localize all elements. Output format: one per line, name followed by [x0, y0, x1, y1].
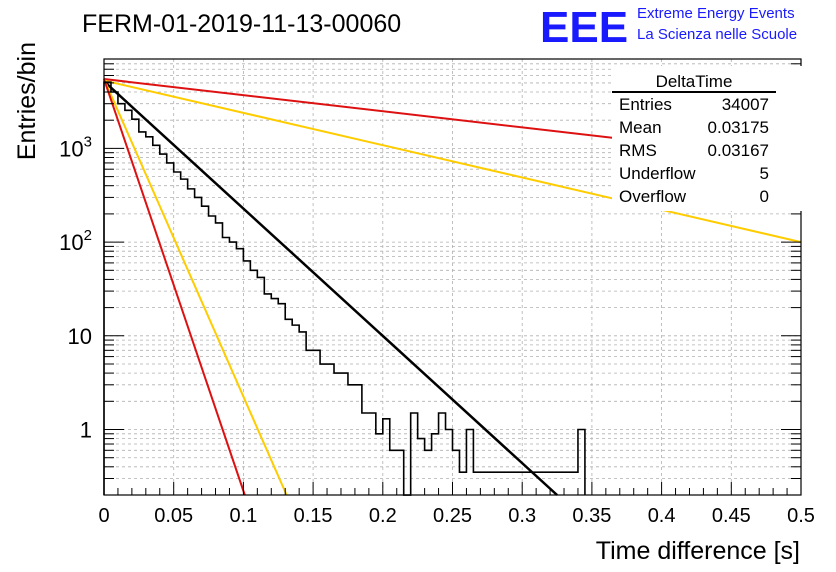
fit-line-4 — [103, 78, 246, 496]
stats-label: Underflow — [619, 164, 696, 183]
stats-rows: Entries 34007 Mean 0.03175 RMS 0.03167 Underfl… — [619, 95, 769, 206]
y-tick-label: 10 — [68, 324, 92, 349]
stats-value: 5 — [760, 164, 769, 183]
fit-line-3 — [103, 78, 288, 496]
stats-box: DeltaTime Entries 34007 Mean 0.03175 RMS 0.03… — [612, 66, 804, 211]
y-tick-label: 102 — [59, 227, 92, 255]
x-axis-label: Time difference [s] — [596, 537, 800, 565]
logo-line2: La Scienza nelle Scuole — [637, 26, 797, 43]
stats-label: RMS — [619, 141, 657, 160]
x-tick-label: 0.3 — [508, 505, 536, 527]
axis-ticks — [103, 58, 802, 496]
histogram — [103, 81, 586, 496]
stats-value: 0.03167 — [708, 141, 769, 160]
stats-label: Mean — [619, 118, 662, 137]
logo-line1: Extreme Energy Events — [637, 5, 795, 22]
stats-value: 34007 — [722, 95, 769, 114]
x-tick-label: 0.45 — [712, 505, 751, 527]
x-tick-label: 0.35 — [572, 505, 611, 527]
x-tick-label: 0.25 — [433, 505, 472, 527]
stats-value: 0.03175 — [708, 118, 769, 137]
eee-logo: EEE Extreme Energy Events La Scienza nel… — [540, 3, 797, 52]
y-tick-label: 1 — [80, 418, 92, 443]
x-tick-label: 0 — [98, 505, 109, 527]
x-tick-label: 0.15 — [294, 505, 333, 527]
logo-text: EEE — [540, 3, 628, 52]
x-tick-label: 0.1 — [229, 505, 257, 527]
y-tick-label: 103 — [59, 133, 92, 161]
stats-title: DeltaTime — [656, 72, 733, 91]
fit-line-0 — [103, 80, 558, 496]
stats-label: Entries — [619, 95, 672, 114]
stats-value: 0 — [760, 187, 769, 206]
x-tick-labels: 0 0.05 0.1 0.15 0.2 0.25 0.3 0.35 0.4 0.45 0.5 — [98, 505, 814, 527]
x-tick-label: 0.5 — [787, 505, 815, 527]
x-tick-label: 0.05 — [154, 505, 193, 527]
x-tick-label: 0.2 — [369, 505, 397, 527]
y-tick-labels: 1 10 102 103 — [59, 133, 92, 442]
chart-title: FERM-01-2019-11-13-00060 — [82, 10, 401, 38]
stats-label: Overflow — [619, 187, 687, 206]
x-tick-label: 0.4 — [648, 505, 676, 527]
fit-line-2 — [103, 79, 802, 244]
histogram-outline — [103, 81, 586, 496]
y-axis-label: Entries/bin — [13, 42, 41, 160]
